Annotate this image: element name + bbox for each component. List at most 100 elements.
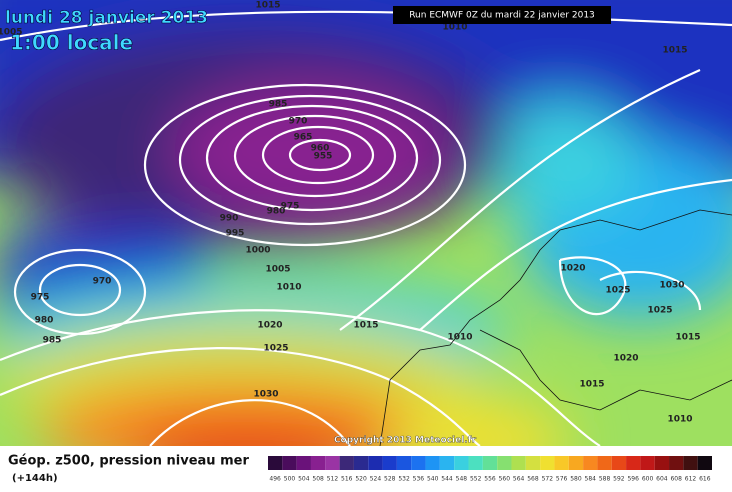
colorbar-swatch — [353, 456, 369, 470]
colorbar-swatch — [525, 456, 541, 470]
isobar-label: 985 — [43, 336, 62, 346]
colorbar-label: 612 — [685, 476, 697, 483]
colorbar-label: 512 — [327, 476, 339, 483]
colorbar-label: 524 — [370, 476, 382, 483]
colorbar-swatch — [339, 456, 354, 470]
isobar-label: 1000 — [245, 246, 270, 256]
colorbar-label: 544 — [441, 476, 453, 483]
isobar-label: 1015 — [675, 333, 700, 343]
colorbar-swatch — [511, 456, 526, 470]
isobar-label: 970 — [93, 277, 112, 287]
colorbar-label: 548 — [456, 476, 468, 483]
isobar-label: 1015 — [662, 46, 687, 56]
colorbar-label: 532 — [398, 476, 410, 483]
isobar-label: 1015 — [579, 380, 604, 390]
colorbar-swatch — [411, 456, 426, 470]
colorbar-label: 584 — [585, 476, 597, 483]
isobar-label: 1030 — [659, 281, 684, 291]
isobar-label: 965 — [294, 133, 313, 143]
colorbar-label: 496 — [269, 476, 281, 483]
colorbar-swatch — [425, 456, 440, 470]
colorbar-label: 608 — [670, 476, 682, 483]
colorbar-label: 520 — [355, 476, 367, 483]
colorbar-swatch — [611, 456, 627, 470]
isobar-label: 1020 — [560, 264, 585, 274]
footer-title: Géop. z500, pression niveau mer — [8, 454, 249, 469]
colorbar-label: 588 — [599, 476, 611, 483]
map-date: lundi 28 janvier 2013 — [5, 8, 208, 28]
isobar-label: 1010 — [447, 333, 472, 343]
colorbar-swatch — [497, 456, 512, 470]
colorbar-label: 616 — [699, 476, 711, 483]
colorbar-label: 540 — [427, 476, 439, 483]
isobar-label: 980 — [267, 207, 286, 217]
map-time: 1:00 locale — [10, 31, 133, 55]
colorbar-swatch — [396, 456, 412, 470]
isobar-label: 960 — [311, 144, 330, 154]
colorbar-label: 556 — [484, 476, 496, 483]
isobar-label: 1015 — [353, 321, 378, 331]
colorbar-label: 572 — [542, 476, 554, 483]
colorbar-label: 596 — [627, 476, 639, 483]
isobar-label: 1005 — [265, 265, 290, 275]
colorbar-swatch — [626, 456, 641, 470]
colorbar-swatch — [368, 456, 383, 470]
colorbar-label: 552 — [470, 476, 482, 483]
isobar-label: 975 — [281, 202, 300, 212]
colorbar-swatch — [439, 456, 455, 470]
isobar-label: 1010 — [276, 283, 301, 293]
isobar-label: 1025 — [605, 286, 630, 296]
colorbar: 496 500 504 508 512 516 520 524 528 532 536 540 544 5… — [268, 456, 712, 483]
colorbar-label: 600 — [642, 476, 654, 483]
isobar-label: 955 — [314, 152, 333, 162]
colorbar-label: 536 — [413, 476, 425, 483]
colorbar-label: 568 — [527, 476, 539, 483]
colorbar-swatch — [683, 456, 698, 470]
footer-lead: (+144h) — [12, 473, 58, 484]
isobar-label: 975 — [31, 293, 50, 303]
isobar-label: 970 — [289, 117, 308, 127]
colorbar-swatch — [568, 456, 584, 470]
colorbar-swatch — [654, 456, 670, 470]
isobar-label: 985 — [269, 100, 288, 110]
isobar-label: 1010 — [442, 23, 467, 33]
colorbar-label: 528 — [384, 476, 396, 483]
isobar-label: 990 — [220, 214, 239, 224]
isobar-label: 1005 — [0, 28, 23, 38]
colorbar-swatch — [310, 456, 326, 470]
isobar-label: 1010 — [667, 415, 692, 425]
colorbar-label: 500 — [284, 476, 296, 483]
colorbar-label: 516 — [341, 476, 353, 483]
isobar-label: 1025 — [263, 344, 288, 354]
colorbar-swatch — [669, 456, 684, 470]
run-box — [393, 6, 611, 24]
colorbar-swatch — [382, 456, 397, 470]
isobar-label: 1020 — [613, 354, 638, 364]
colorbar-label: 560 — [499, 476, 511, 483]
colorbar-swatch — [468, 456, 483, 470]
colorbar-label: 580 — [570, 476, 582, 483]
colorbar-swatch — [540, 456, 555, 470]
colorbar-swatch — [282, 456, 297, 470]
copyright: Copyright 2013 Meteociel.fr — [334, 436, 477, 446]
isobar-label: 1025 — [647, 306, 672, 316]
isobar-label: 1015 — [255, 1, 280, 11]
colorbar-swatch — [325, 456, 340, 470]
colorbar-swatch — [454, 456, 469, 470]
colorbar-label: 576 — [556, 476, 568, 483]
colorbar-label: 504 — [298, 476, 310, 483]
isobar-label: 980 — [35, 316, 54, 326]
colorbar-label: 508 — [312, 476, 324, 483]
colorbar-swatch — [583, 456, 598, 470]
colorbar-label: 604 — [656, 476, 668, 483]
colorbar-swatch — [554, 456, 569, 470]
colorbar-swatch — [296, 456, 311, 470]
colorbar-label: 592 — [613, 476, 625, 483]
isobar-label: 995 — [226, 229, 245, 239]
run-info: Run ECMWF 0Z du mardi 22 janvier 2013 — [409, 11, 595, 21]
colorbar-label: 564 — [513, 476, 525, 483]
isobar-label: 1030 — [253, 390, 278, 400]
colorbar-swatch — [640, 456, 655, 470]
